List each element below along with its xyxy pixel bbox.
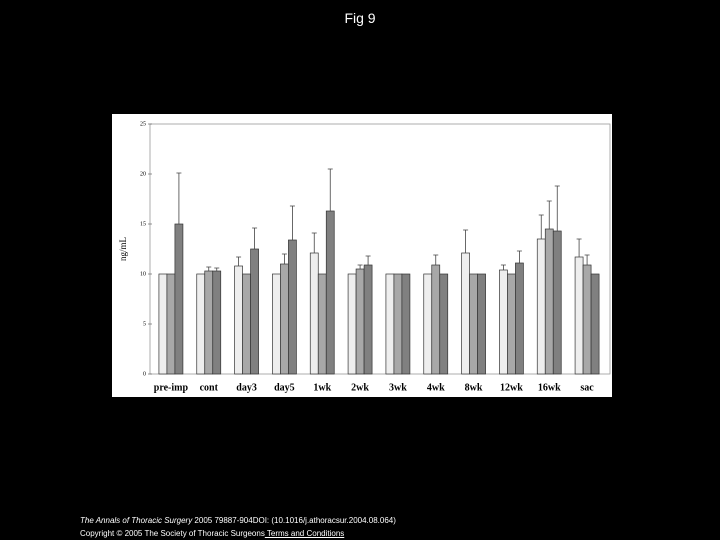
error-bar	[357, 264, 363, 269]
bar	[355, 268, 365, 375]
bar	[280, 263, 289, 375]
bar	[574, 256, 584, 375]
error-bar	[311, 232, 317, 253]
bar	[272, 273, 281, 375]
bar	[166, 273, 176, 375]
y-tick-label: 25	[140, 121, 146, 127]
bar	[309, 252, 319, 375]
journal: The Annals of Thoracic Surgery	[80, 516, 193, 525]
error-bar	[214, 267, 220, 271]
x-tick-label: 16wk	[538, 382, 561, 393]
x-tick-label: 4wk	[427, 382, 445, 393]
x-tick-label: 2wk	[351, 382, 369, 393]
error-bar	[206, 266, 212, 271]
bar	[196, 273, 206, 375]
bar	[499, 269, 508, 375]
bar	[204, 270, 214, 375]
x-tick-label: 3wk	[389, 382, 407, 393]
y-axis-label: ng/mL	[118, 237, 128, 261]
bar	[363, 264, 373, 375]
bar	[552, 230, 562, 375]
error-bar	[516, 250, 522, 263]
bar	[536, 238, 546, 375]
bar	[461, 252, 470, 375]
copyright-line: Copyright © 2005 The Society of Thoracic…	[80, 527, 396, 540]
bar	[317, 273, 327, 375]
bar	[515, 262, 524, 375]
error-bar	[463, 229, 469, 253]
footer: The Annals of Thoracic Surgery 2005 7988…	[80, 514, 396, 540]
x-tick-label: sac	[580, 382, 594, 393]
error-bar	[433, 254, 439, 265]
citation: 2005 79887-904DOI: (10.1016/j.athoracsur…	[192, 516, 396, 525]
terms-link[interactable]: Terms and Conditions	[264, 529, 345, 538]
x-tick-label: cont	[200, 382, 219, 393]
x-tick-label: day5	[274, 382, 295, 393]
citation-line: The Annals of Thoracic Surgery 2005 7988…	[80, 514, 396, 527]
error-bar	[546, 200, 552, 229]
error-bar	[500, 264, 506, 270]
bar	[431, 264, 441, 375]
y-tick-label: 10	[140, 271, 146, 277]
bar	[174, 223, 184, 375]
x-tick-label: 1wk	[313, 382, 331, 393]
bar	[590, 273, 600, 375]
bar	[544, 228, 554, 375]
bar	[250, 248, 259, 375]
x-tick-label: day3	[236, 382, 257, 393]
x-tick-label: 8wk	[465, 382, 483, 393]
error-bar	[584, 254, 590, 265]
error-bar	[554, 185, 560, 231]
y-tick-label: 0	[143, 371, 146, 377]
bar	[401, 273, 411, 375]
bar	[582, 264, 592, 375]
bar	[385, 273, 395, 375]
y-tick-label: 15	[140, 221, 146, 227]
bar	[347, 273, 357, 375]
bar	[469, 273, 478, 375]
error-bar	[252, 227, 258, 249]
bar	[158, 273, 168, 375]
bar	[507, 273, 516, 375]
bar	[423, 273, 433, 375]
error-bar	[327, 168, 333, 211]
bar	[212, 270, 222, 375]
error-bar	[289, 205, 295, 240]
plot-frame	[149, 123, 611, 375]
bar	[393, 273, 403, 375]
bar	[234, 265, 243, 375]
x-tick-label: 12wk	[500, 382, 523, 393]
error-bar	[176, 172, 182, 224]
bar	[242, 273, 251, 375]
x-tick-label: pre-imp	[154, 382, 189, 393]
error-bar	[576, 238, 582, 257]
copyright: Copyright © 2005 The Society of Thoracic…	[80, 529, 265, 538]
error-bar	[538, 214, 544, 239]
y-tick-label: 5	[143, 321, 146, 327]
bar	[439, 273, 449, 375]
error-bar	[236, 256, 242, 266]
bar	[477, 273, 486, 375]
error-bar	[281, 253, 287, 264]
bar	[325, 210, 335, 375]
error-bar	[365, 255, 371, 265]
y-tick-label: 20	[140, 171, 146, 177]
bar	[288, 239, 297, 375]
slide-title: Fig 9	[344, 10, 376, 26]
